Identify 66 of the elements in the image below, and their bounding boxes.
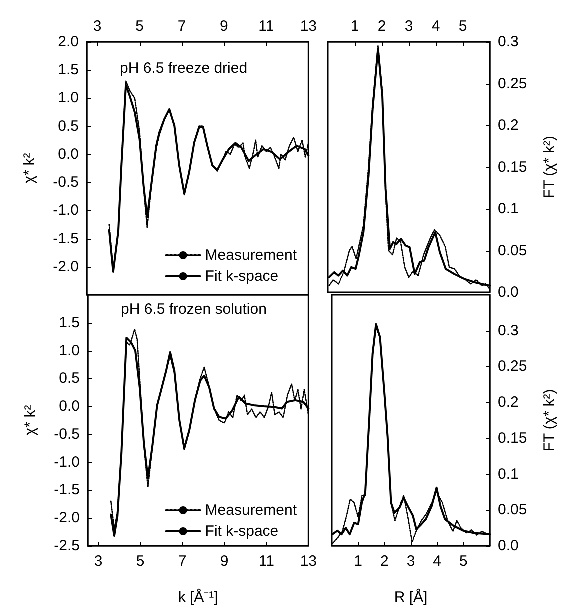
x-tick-label: 7 — [178, 18, 186, 35]
y2-axis-title: FT (χ* k²) — [541, 389, 558, 452]
y2-tick-label: 0.15 — [498, 430, 528, 447]
y2-tick-label: 0.0 — [498, 284, 519, 301]
y2-tick-label: 0.3 — [498, 322, 519, 340]
x-tick-label: 4 — [433, 553, 442, 570]
y2-tick-label: 0.25 — [498, 75, 528, 92]
x-tick-label: 3 — [404, 18, 414, 35]
y2-tick-label: 0.15 — [498, 158, 528, 176]
x-tick-label: 2 — [378, 18, 386, 35]
y2-axis-title: FT (χ* k²) — [541, 136, 558, 199]
y-tick-label: -2.5 — [54, 538, 80, 554]
x-tick-label: 3 — [406, 553, 416, 570]
y-tick-label: 0.0 — [58, 146, 79, 163]
x-tick-label: 5 — [459, 553, 468, 570]
y2-tick-label: 0.05 — [498, 242, 528, 260]
y-axis-title: χ* k² — [22, 405, 39, 436]
y2-tick-label: 0.0 — [498, 538, 519, 554]
text: pH 6.5 freeze dried — [120, 60, 248, 77]
y-tick-label: 0.0 — [59, 398, 80, 416]
x-tick-label: 11 — [258, 553, 274, 570]
x-tick-label: 3 — [94, 553, 103, 570]
y2-tick-label: 0.25 — [498, 358, 528, 376]
chart-title: pH 6.5 frozen solution — [121, 301, 267, 318]
x-tick-label: 5 — [136, 18, 144, 35]
y-tick-label: -1.0 — [54, 454, 80, 471]
legend-label: Fit k-space — [205, 268, 279, 285]
y-tick-label: 1.0 — [58, 90, 79, 107]
y-tick-label: 1.5 — [59, 314, 80, 332]
x-axis-title: R [Å] — [394, 588, 428, 606]
x-tick-label: 5 — [136, 553, 145, 570]
legend-label: Measurement — [205, 247, 298, 264]
x-tick-label: 2 — [380, 553, 389, 570]
y-tick-label: 1.5 — [58, 62, 79, 79]
x-tick-label: 9 — [220, 18, 228, 35]
x-tick-label: 7 — [178, 553, 187, 570]
y2-tick-label: 0.2 — [498, 117, 519, 134]
x-tick-label: 1 — [354, 553, 363, 570]
y2-tick-label: 0.3 — [498, 34, 519, 50]
x-tick-label: 1 — [350, 18, 360, 35]
x-tick-label: 9 — [220, 553, 229, 570]
y-tick-label: -1.0 — [53, 202, 79, 220]
y-tick-label: 0.5 — [59, 370, 80, 388]
x-tick-label: 4 — [432, 18, 440, 35]
x-tick-label: 11 — [258, 18, 274, 35]
y-tick-label: 0.5 — [58, 118, 79, 135]
y-axis-title: χ* k² — [21, 153, 38, 184]
x-tick-label: 3 — [93, 18, 102, 35]
y-tick-label: -2.0 — [53, 258, 79, 276]
x-axis-title: k [Å⁻¹] — [178, 588, 218, 606]
y-tick-label: -0.5 — [54, 426, 80, 443]
legend-label: Measurement — [205, 502, 298, 519]
y-tick-label: -1.5 — [53, 230, 79, 248]
x-tick-label: 13 — [300, 553, 317, 570]
legend-label: Fit k-space — [205, 523, 279, 540]
y2-tick-label: 0.05 — [498, 502, 528, 519]
x-tick-label: 5 — [458, 18, 468, 35]
y2-tick-label: 0.2 — [498, 394, 519, 412]
y-tick-label: -0.5 — [53, 174, 79, 192]
y2-tick-label: 0.1 — [498, 200, 519, 218]
y-tick-label: 2.0 — [58, 34, 79, 50]
y-tick-label: -2.0 — [54, 510, 80, 527]
y-tick-label: 1.0 — [59, 342, 80, 360]
y2-tick-label: 0.1 — [498, 466, 519, 483]
y-tick-label: -1.5 — [54, 482, 80, 499]
x-tick-label: 13 — [300, 18, 317, 35]
